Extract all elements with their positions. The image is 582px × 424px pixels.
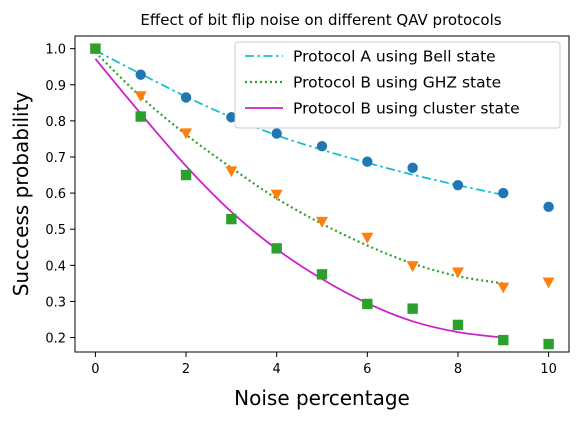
data-point-protocol-a-bell xyxy=(362,156,373,167)
data-point-protocol-a-bell xyxy=(452,179,464,191)
data-point-protocol-b-ghz xyxy=(134,91,147,103)
data-point-protocol-a-bell xyxy=(180,92,192,103)
legend-box xyxy=(234,41,561,129)
axis-ticks: 0 2 4 6 8 10 0.2 0.3 0.4 0.5 0.6 0.7 0.8 0.9 1.0 xyxy=(45,43,557,377)
data-point-protocol-b-cluster xyxy=(180,169,192,181)
plot-area xyxy=(89,43,555,350)
y-tick-label: 0.3 xyxy=(45,295,66,310)
x-tick-label: 4 xyxy=(273,362,281,377)
x-axis-label: Noise percentage xyxy=(234,386,410,410)
data-point-protocol-b-cluster xyxy=(543,338,554,350)
y-tick-label: 0.5 xyxy=(45,223,66,238)
data-point-protocol-b-ghz xyxy=(406,261,419,273)
y-tick-label: 0.4 xyxy=(45,259,66,274)
data-point-protocol-a-bell xyxy=(271,128,282,139)
data-point-protocol-b-cluster xyxy=(407,303,418,314)
data-point-protocol-b-ghz xyxy=(451,267,464,279)
fit-line-protocol-a-bell xyxy=(94,49,504,196)
data-point-protocol-b-cluster xyxy=(271,243,282,254)
y-tick-label: 0.6 xyxy=(45,187,66,202)
y-tick-label: 0.8 xyxy=(45,115,66,130)
data-point-protocol-b-cluster xyxy=(498,334,509,346)
x-tick-label: 6 xyxy=(363,362,371,377)
x-tick-label: 2 xyxy=(182,362,190,377)
y-tick-label: 0.2 xyxy=(45,332,66,347)
data-point-protocol-a-bell xyxy=(135,69,146,80)
data-point-protocol-b-cluster xyxy=(452,319,464,331)
data-point-protocol-a-bell xyxy=(407,162,418,174)
data-point-protocol-a-bell xyxy=(226,112,237,123)
data-point-protocol-b-ghz xyxy=(542,277,555,289)
data-point-protocol-b-ghz xyxy=(361,232,374,244)
y-tick-label: 1.0 xyxy=(45,43,66,58)
y-axis-label: Succcess probability xyxy=(9,92,33,297)
series-protocol-b-cluster xyxy=(90,43,554,350)
data-point-protocol-b-cluster xyxy=(226,213,237,225)
data-point-protocol-a-bell xyxy=(316,140,328,152)
data-point-protocol-b-cluster xyxy=(90,43,101,54)
legend-label-protocol-b-ghz: Protocol B using GHZ state xyxy=(293,74,501,92)
legend-label-protocol-a-bell: Protocol A using Bell state xyxy=(293,48,496,66)
x-tick-label: 10 xyxy=(540,362,557,377)
fit-line-protocol-b-cluster xyxy=(94,58,504,339)
axes-frame xyxy=(74,35,570,353)
data-point-protocol-b-cluster xyxy=(135,111,146,122)
x-tick-label: 0 xyxy=(91,362,99,377)
y-tick-label: 0.9 xyxy=(45,79,66,94)
data-point-protocol-a-bell xyxy=(498,187,509,199)
data-point-protocol-b-ghz xyxy=(316,216,328,228)
legend-label-protocol-b-cluster: Protocol B using cluster state xyxy=(293,100,520,118)
legend: Protocol A using Bell state Protocol B us… xyxy=(234,41,561,129)
x-tick-label: 8 xyxy=(454,362,462,377)
data-point-protocol-b-ghz xyxy=(497,282,510,294)
data-point-protocol-a-bell xyxy=(543,201,554,213)
data-point-protocol-b-ghz xyxy=(225,166,238,178)
chart-title: Effect of bit flip noise on different QA… xyxy=(140,11,501,29)
data-point-protocol-b-ghz xyxy=(270,189,283,201)
data-point-protocol-b-cluster xyxy=(362,298,373,310)
y-tick-label: 0.7 xyxy=(45,151,66,166)
data-point-protocol-b-ghz xyxy=(180,128,193,140)
data-point-protocol-b-cluster xyxy=(316,269,328,280)
